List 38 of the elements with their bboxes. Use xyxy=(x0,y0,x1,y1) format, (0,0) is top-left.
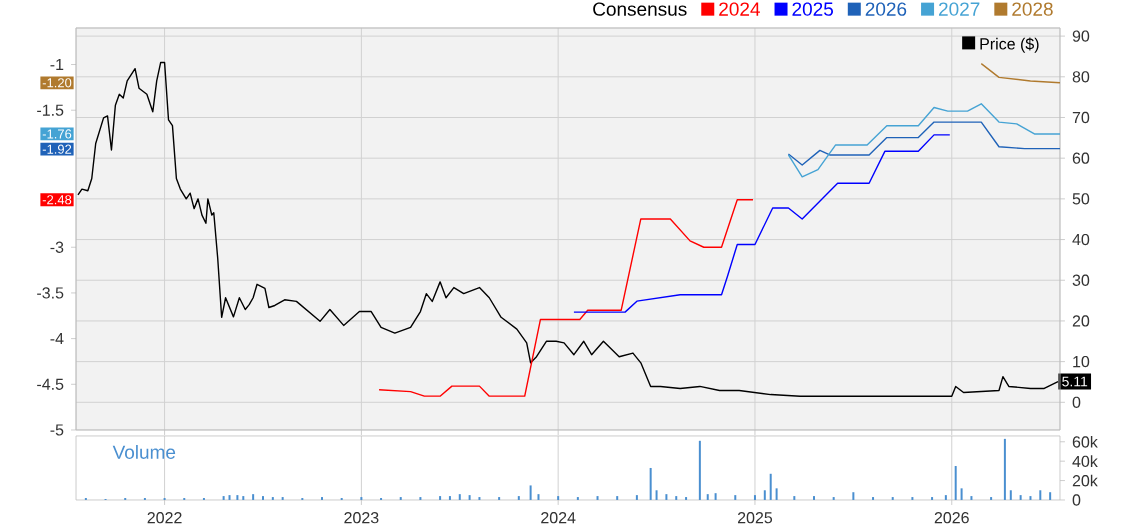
x-tick-label: 2022 xyxy=(147,512,182,524)
y-tick-label: -4 xyxy=(50,333,64,345)
legend-label: 2028 xyxy=(1012,2,1053,16)
line-series xyxy=(787,103,1061,178)
y2-tick-label: 50 xyxy=(1072,193,1090,205)
y2-tick-label: 30 xyxy=(1072,274,1090,286)
y2-tick-label: 90 xyxy=(1072,30,1090,42)
y-tick-label: -3.5 xyxy=(37,287,64,299)
y2-tick-label: 70 xyxy=(1072,111,1090,124)
legend-label: 2024 xyxy=(719,2,760,16)
legend-label: 2027 xyxy=(939,2,980,16)
y-tick-label: 60k xyxy=(1072,435,1098,448)
y-tick-label: -3 xyxy=(50,241,64,253)
y-tick-label: 0 xyxy=(1072,494,1081,506)
y2-tick-label: 20 xyxy=(1072,315,1090,327)
x-tick-label: 2026 xyxy=(934,512,969,524)
line-series xyxy=(378,199,754,397)
x-tick-label: 2025 xyxy=(737,512,773,524)
y-tick-label: 40k xyxy=(1072,455,1098,468)
y-tick-label: -1.5 xyxy=(37,104,64,116)
y-tick-label: 20k xyxy=(1072,474,1098,487)
legend-label: 2025 xyxy=(792,2,834,16)
y-tick-label: -5 xyxy=(50,424,64,436)
y2-tick-label: 40 xyxy=(1072,233,1090,246)
y-tick-label: -4.5 xyxy=(37,378,64,390)
annotation: Volume xyxy=(112,444,176,459)
line-series xyxy=(787,121,1061,166)
y2-tick-label: 60 xyxy=(1072,152,1090,164)
legend-label: Price ($) xyxy=(980,37,1039,53)
line-series xyxy=(573,134,951,313)
y2-tick-label: 10 xyxy=(1073,355,1090,368)
y2-tick-label: 80 xyxy=(1072,71,1090,83)
line-series xyxy=(980,62,1061,84)
legend-label: 2026 xyxy=(865,2,907,16)
legend-title: Consensus xyxy=(593,2,687,16)
y-tick-label: -1 xyxy=(50,59,64,71)
x-tick-label: 2024 xyxy=(541,512,576,524)
x-tick-label: 2023 xyxy=(344,512,379,524)
